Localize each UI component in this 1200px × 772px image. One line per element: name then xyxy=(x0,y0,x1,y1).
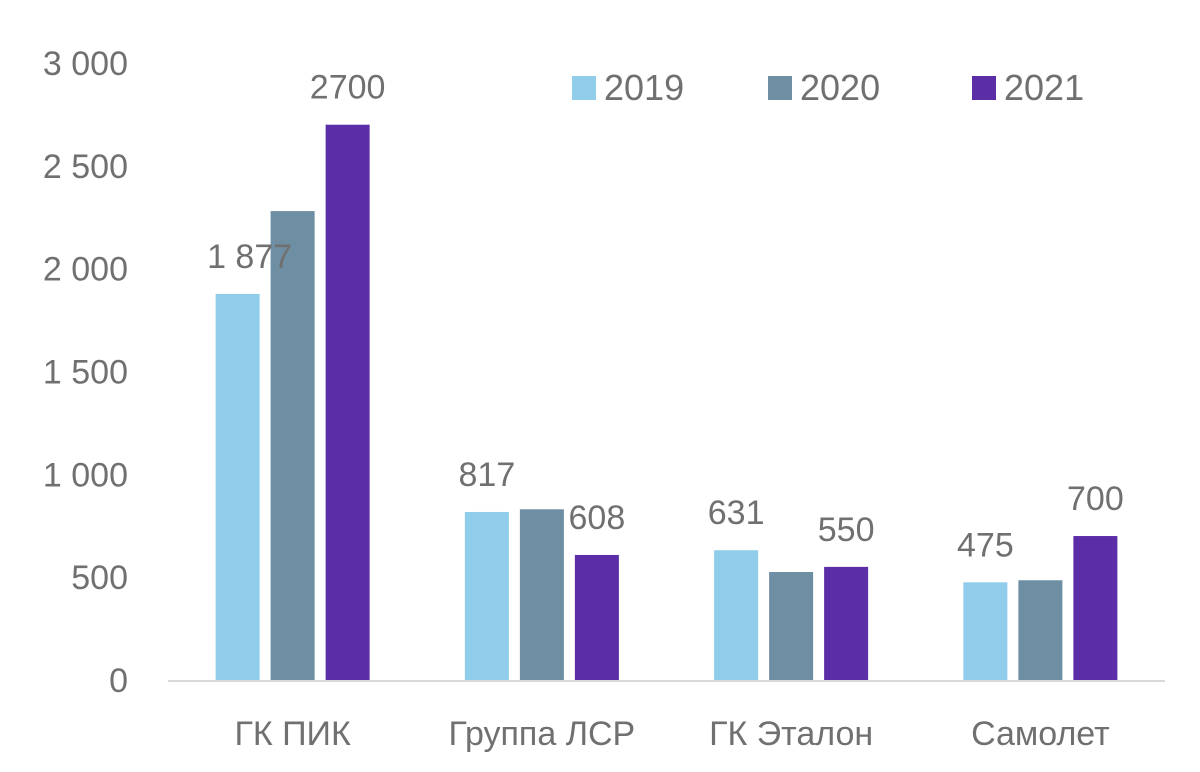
axis-layer: 0 500 1 000 1 500 2 000 2 500 3 000 ГК ПИК Групп… xyxy=(43,45,1165,753)
y-tick-label: 0 xyxy=(109,662,128,700)
bar-2020-3 xyxy=(1018,580,1063,680)
bar-2019-1 xyxy=(464,511,509,680)
data-label: 2700 xyxy=(310,69,386,107)
data-label: 631 xyxy=(708,494,765,532)
legend-label: 2019 xyxy=(604,67,684,108)
data-label: 550 xyxy=(818,511,875,549)
x-tick-label: ГК ПИК xyxy=(234,715,351,753)
data-label: 700 xyxy=(1067,480,1124,518)
bar-2021-0 xyxy=(325,124,370,680)
bar-2021-3 xyxy=(1073,536,1118,680)
bars-layer xyxy=(215,124,1118,680)
bar-2020-0 xyxy=(270,211,315,680)
x-tick-label: Самолет xyxy=(971,715,1110,753)
y-tick-label: 500 xyxy=(71,559,128,597)
legend-label: 2020 xyxy=(800,67,880,108)
bar-2020-1 xyxy=(519,509,564,680)
data-label: 817 xyxy=(459,456,516,494)
y-tick-label: 3 000 xyxy=(43,45,128,83)
y-tick-label: 1 000 xyxy=(43,456,128,494)
legend-label: 2021 xyxy=(1004,67,1084,108)
data-label: 1 877 xyxy=(207,238,292,276)
data-labels-layer: 1 877 2700 817 608 631 550 475 700 xyxy=(207,69,1124,565)
x-tick-label: Группа ЛСР xyxy=(448,715,635,753)
bar-2019-0 xyxy=(215,293,260,680)
bar-2020-2 xyxy=(769,572,814,680)
data-label: 608 xyxy=(569,499,626,537)
data-label: 475 xyxy=(957,526,1014,564)
bar-2021-2 xyxy=(824,566,869,680)
bar-2021-1 xyxy=(574,554,619,680)
y-tick-label: 2 000 xyxy=(43,251,128,289)
y-tick-label: 1 500 xyxy=(43,354,128,392)
bar-2019-2 xyxy=(714,550,759,680)
legend-swatch xyxy=(572,76,596,100)
x-tick-label: ГК Эталон xyxy=(709,715,873,753)
legend: 2019 2020 2021 xyxy=(572,67,1084,108)
legend-swatch xyxy=(972,76,996,100)
legend-swatch xyxy=(768,76,792,100)
y-tick-label: 2 500 xyxy=(43,148,128,186)
bar-2019-3 xyxy=(963,582,1008,680)
